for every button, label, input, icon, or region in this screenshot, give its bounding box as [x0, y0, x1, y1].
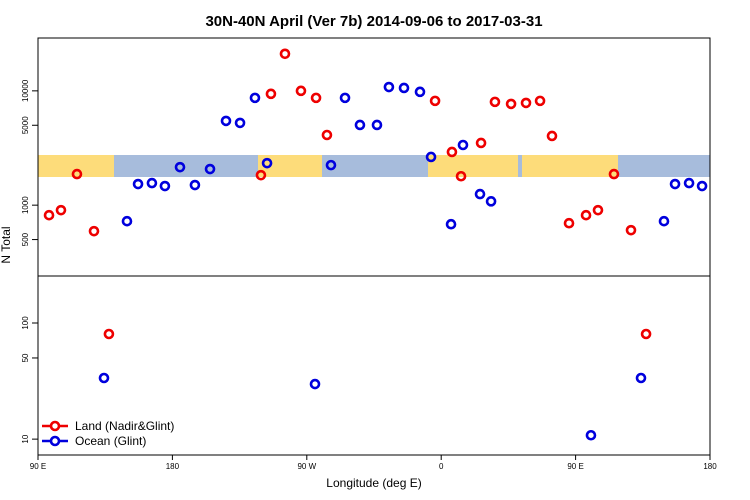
point	[265, 88, 277, 100]
point	[425, 151, 437, 163]
legend-label: Land (Nadir&Glint)	[75, 419, 174, 433]
y-tick-label: 10000	[21, 79, 30, 102]
y-axis-label: N Total	[0, 226, 13, 263]
point	[446, 146, 458, 158]
x-axis-label: Longitude (deg E)	[326, 476, 421, 490]
point	[669, 178, 681, 190]
point	[132, 178, 144, 190]
point	[474, 188, 486, 200]
point	[189, 179, 201, 191]
legend-label: Ocean (Glint)	[75, 434, 146, 448]
point	[635, 372, 647, 384]
land-band	[38, 155, 114, 177]
point	[585, 429, 597, 441]
point	[204, 163, 216, 175]
point	[696, 180, 708, 192]
x-tick-label: 180	[703, 462, 717, 471]
y-tick-label: 1000	[21, 196, 30, 214]
y-tick-label: 10	[21, 434, 30, 443]
x-tick-label: 90 W	[297, 462, 316, 471]
point	[485, 196, 497, 207]
point	[580, 209, 592, 221]
point	[383, 81, 395, 93]
point	[103, 328, 115, 340]
point	[354, 119, 366, 131]
point	[546, 130, 558, 142]
point	[457, 139, 469, 151]
point	[414, 86, 426, 98]
x-tick-label: 180	[166, 462, 180, 471]
point	[445, 218, 457, 230]
point	[309, 378, 321, 390]
point	[325, 159, 337, 171]
point	[592, 204, 604, 216]
point	[174, 161, 186, 173]
point	[279, 48, 291, 60]
land-band	[428, 155, 518, 177]
point	[146, 177, 158, 189]
point	[475, 137, 487, 149]
point	[505, 98, 517, 110]
y-tick-label: 5000	[21, 116, 30, 134]
point	[625, 224, 637, 236]
point	[310, 92, 322, 104]
land-band	[522, 155, 618, 177]
y-tick-label: 500	[21, 232, 30, 246]
point	[658, 215, 670, 227]
point	[398, 82, 410, 94]
point	[520, 97, 532, 109]
point	[234, 117, 246, 129]
point	[339, 92, 351, 104]
chart-title: 30N-40N April (Ver 7b) 2014-09-06 to 201…	[205, 13, 542, 30]
land-band	[258, 155, 322, 177]
point	[43, 209, 55, 221]
point	[220, 115, 232, 127]
point	[55, 204, 67, 216]
y-tick-label: 50	[21, 353, 30, 362]
point	[534, 95, 546, 107]
y-tick-label: 100	[21, 316, 30, 330]
point	[249, 92, 261, 104]
point	[321, 129, 333, 141]
point	[608, 168, 620, 180]
point	[98, 372, 110, 384]
point	[261, 157, 273, 169]
point	[71, 168, 83, 180]
point	[429, 95, 441, 107]
point	[121, 215, 133, 227]
legend-marker	[49, 435, 61, 447]
point	[295, 85, 307, 97]
point	[683, 177, 695, 189]
x-tick-label: 90 E	[30, 462, 46, 471]
point	[563, 217, 575, 229]
point	[88, 225, 100, 237]
point	[640, 328, 652, 340]
point	[489, 96, 501, 108]
point	[255, 169, 267, 181]
x-tick-label: 0	[439, 462, 444, 471]
x-tick-label: 90 E	[567, 462, 583, 471]
point	[455, 170, 467, 182]
plot-frame	[37, 37, 711, 456]
point	[159, 180, 171, 192]
legend-marker	[49, 420, 61, 432]
point	[371, 119, 383, 131]
